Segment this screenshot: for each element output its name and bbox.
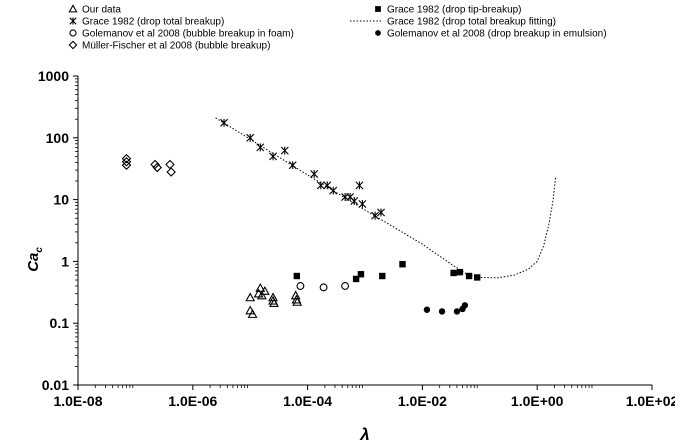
legend-symbol	[375, 6, 381, 12]
data-point	[293, 272, 301, 280]
data-point	[450, 269, 457, 277]
data-point	[357, 271, 365, 278]
legend-symbol	[68, 4, 78, 13]
data-point	[438, 308, 446, 315]
data-point	[165, 159, 175, 170]
y-tick-label: 1	[61, 253, 69, 269]
series-0	[245, 282, 303, 318]
series-3	[121, 153, 176, 177]
data-point	[247, 309, 258, 318]
legend-label: Golemanov et al 2008 (bubble breakup in …	[82, 29, 294, 40]
y-axis: 0.01 0.1 1 10 100 1000	[38, 68, 78, 393]
x-tick-label: 1.0E-08	[53, 393, 102, 409]
y-axis-title: Cac	[25, 247, 45, 272]
data-point	[371, 211, 380, 220]
legend-label: Golemanov et al 2008 (drop breakup in em…	[387, 29, 607, 40]
data-point	[255, 282, 266, 292]
x-axis-title: λ	[359, 425, 369, 444]
legend-item: Grace 1982 (drop tip-breakup)	[375, 5, 522, 16]
data-point	[473, 274, 481, 281]
data-point	[456, 268, 464, 276]
x-tick-label: 1.0E+02	[626, 393, 675, 409]
data-point	[121, 160, 132, 170]
y-axis-title-sub: c	[34, 247, 45, 253]
data-point	[121, 153, 132, 164]
legend-symbol	[375, 30, 381, 36]
legend-label: Grace 1982 (drop total breakup fitting)	[387, 17, 556, 28]
legend-label: Grace 1982 (drop tip-breakup)	[387, 5, 522, 16]
data-point	[245, 292, 256, 302]
y-tick-label: 100	[46, 130, 70, 146]
y-tick-label: 0.1	[50, 315, 70, 331]
data-point	[453, 308, 461, 315]
series-6	[423, 302, 469, 315]
data-point	[379, 272, 386, 280]
legend-item: Grace 1982 (drop total breakup)	[69, 17, 224, 28]
data-point	[152, 162, 163, 173]
y-tick-label: 10	[53, 192, 69, 208]
series-1	[220, 118, 385, 220]
y-tick-label: 0.01	[42, 377, 69, 393]
legend-item: Our data	[68, 4, 121, 16]
data-point	[355, 181, 364, 190]
y-tick-label: 1000	[38, 68, 69, 84]
data-point	[310, 169, 319, 178]
x-tick-label: 1.0E-06	[168, 393, 217, 409]
legend-symbol	[69, 29, 77, 37]
legend-item: Grace 1982 (drop total breakup fitting)	[350, 17, 556, 28]
x-tick-label: 1.0E-02	[398, 393, 447, 409]
series-4	[293, 261, 481, 283]
legend-label: Grace 1982 (drop total breakup)	[82, 17, 224, 28]
x-tick-label: 1.0E+00	[511, 393, 564, 409]
data-point	[296, 282, 305, 290]
data-point	[290, 290, 301, 300]
data-point	[352, 275, 360, 283]
series-layer	[121, 117, 557, 318]
legend-item: Müller-Fischer et al 2008 (bubble breaku…	[68, 40, 270, 52]
data-point	[121, 156, 132, 167]
legend-label: Our data	[82, 5, 121, 16]
legend-item: Golemanov et al 2008 (bubble breakup in …	[69, 29, 294, 40]
data-point	[256, 290, 267, 300]
legend-symbol	[68, 40, 78, 50]
data-point	[259, 286, 270, 295]
data-point	[280, 146, 289, 155]
data-point	[220, 118, 229, 127]
data-point	[150, 159, 160, 170]
legend-item: Golemanov et al 2008 (drop breakup in em…	[375, 29, 607, 40]
x-axis: 1.0E-08 1.0E-06 1.0E-04 1.0E-02 1.0E+00 1.0E+…	[53, 385, 675, 409]
data-point	[377, 208, 385, 217]
x-tick-label: 1.0E-04	[283, 393, 332, 409]
data-point	[461, 302, 469, 309]
data-point	[166, 167, 176, 177]
data-point	[465, 272, 473, 280]
plot-frame	[77, 76, 652, 386]
data-point	[319, 283, 328, 292]
data-point	[269, 152, 278, 161]
data-point	[341, 282, 350, 290]
data-point	[256, 143, 265, 152]
data-point	[323, 181, 332, 190]
series-5	[215, 117, 557, 279]
data-point	[269, 298, 279, 308]
series-2	[296, 282, 350, 292]
y-axis-title-main: Ca	[25, 253, 42, 272]
data-point	[292, 296, 303, 306]
legend-symbol	[69, 17, 77, 25]
data-point	[423, 306, 431, 313]
data-point	[399, 261, 406, 268]
data-point	[329, 186, 338, 195]
legend-label: Müller-Fischer et al 2008 (bubble breaku…	[82, 41, 270, 52]
fitting-curve	[215, 117, 557, 279]
